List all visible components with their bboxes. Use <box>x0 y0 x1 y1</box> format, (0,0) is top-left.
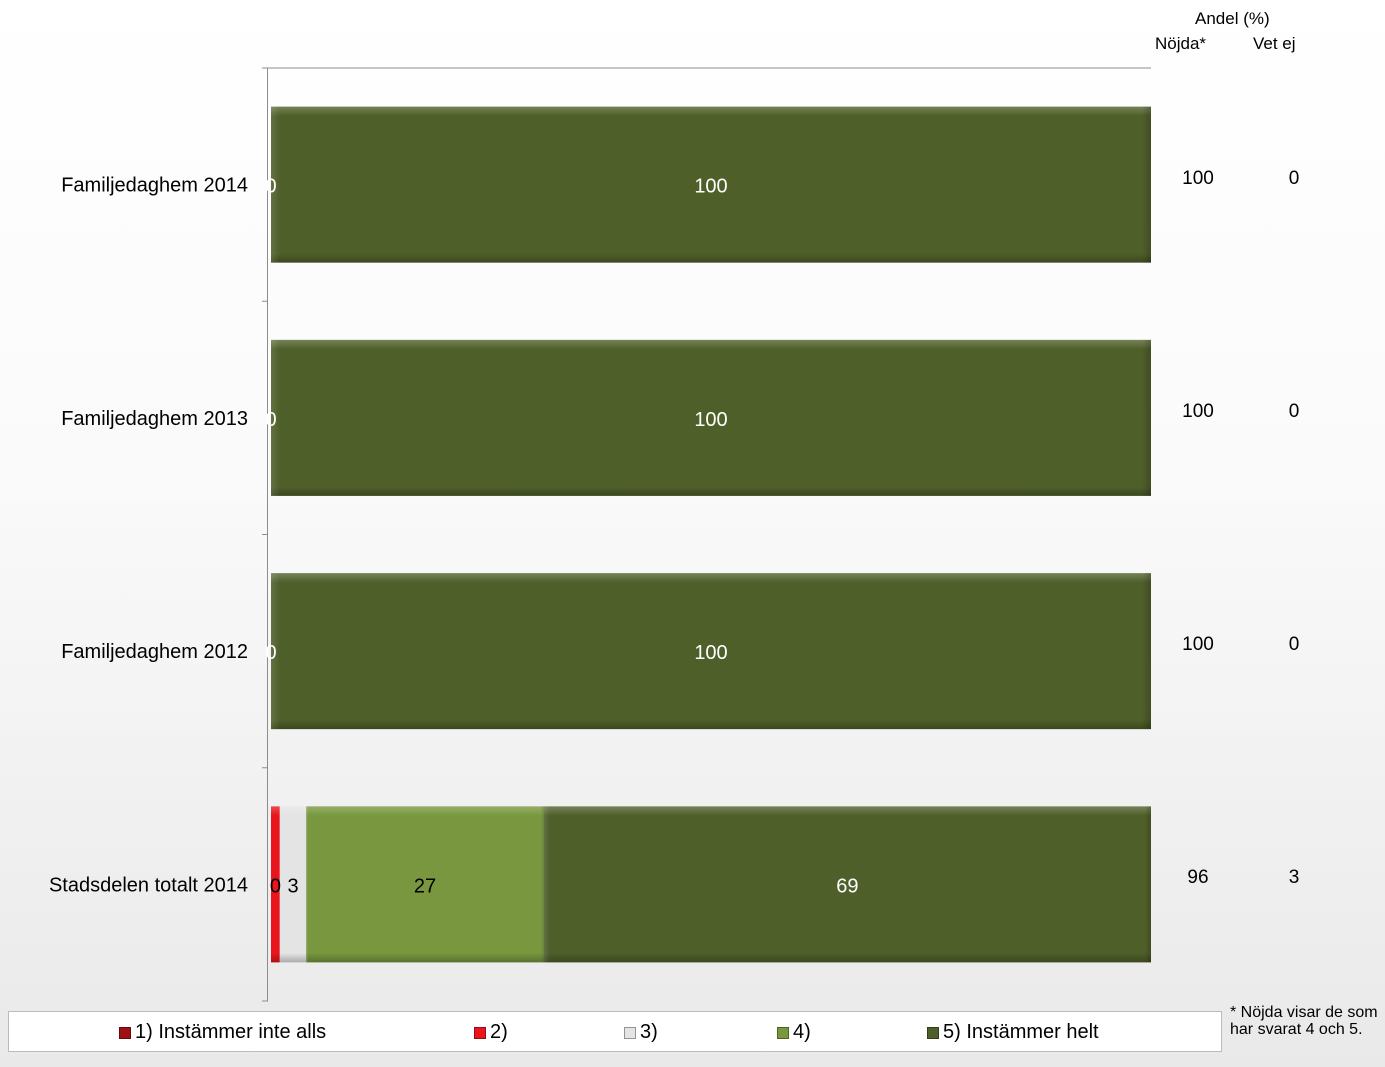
legend-swatch <box>624 1026 636 1039</box>
legend-label: 3) <box>640 1021 658 1043</box>
data-label: 0 <box>265 176 276 198</box>
data-label: 100 <box>694 642 727 664</box>
data-label: 100 <box>694 176 727 198</box>
bar-bevel <box>271 573 1151 730</box>
bar-bevel <box>271 806 280 963</box>
legend-swatch <box>777 1026 789 1039</box>
category-label: Stadsdelen totalt 2014 <box>49 874 248 896</box>
header-nojda: Nöjda* <box>1155 34 1207 53</box>
vet-ej-value: 0 <box>1288 400 1300 422</box>
bar-bevel <box>279 806 307 963</box>
data-label: 27 <box>414 875 436 897</box>
legend-label: 5) Instämmer helt <box>943 1021 1099 1043</box>
header-title: Andel (%) <box>1195 9 1270 28</box>
data-label: 3 <box>287 875 298 897</box>
legend-item: 5) Instämmer helt <box>927 1021 1099 1044</box>
nojda-value: 100 <box>1182 634 1214 656</box>
category-label: Familjedaghem 2012 <box>61 641 248 663</box>
legend-item: 4) <box>777 1021 811 1044</box>
bar-bevel <box>543 806 1151 963</box>
legend-swatch <box>474 1026 486 1039</box>
nojda-value: 96 <box>1187 867 1209 889</box>
footnote: * Nöjda visar de som har svarat 4 och 5. <box>1230 1004 1378 1038</box>
legend-label: 1) Instämmer inte alls <box>135 1021 327 1043</box>
vet-ej-value: 0 <box>1288 634 1300 656</box>
bar-bevel <box>271 106 1151 263</box>
data-label: 0 <box>265 642 276 664</box>
data-label: 0 <box>265 409 276 431</box>
legend-label: 4) <box>793 1021 811 1043</box>
legend-swatch <box>119 1026 131 1039</box>
category-label: Familjedaghem 2014 <box>61 175 248 197</box>
legend-label: 2) <box>490 1021 508 1043</box>
legend-item: 3) <box>624 1021 658 1044</box>
legend-swatch <box>927 1026 939 1039</box>
data-label: 0 <box>270 875 281 897</box>
header-vet-ej: Vet ej <box>1253 34 1296 53</box>
data-label: 100 <box>694 409 727 431</box>
nojda-value: 100 <box>1182 400 1214 422</box>
legend: 1) Instämmer inte alls 2) 3) 4) 5) Instämmer… <box>8 1011 1222 1052</box>
legend-item: 1) Instämmer inte alls <box>119 1021 326 1044</box>
bar-bevel <box>271 339 1151 496</box>
vet-ej-value: 0 <box>1288 167 1300 189</box>
category-label: Familjedaghem 2013 <box>61 408 248 430</box>
legend-item: 2) <box>474 1021 508 1044</box>
vet-ej-value: 3 <box>1288 867 1300 889</box>
nojda-value: 100 <box>1182 167 1214 189</box>
data-label: 69 <box>836 875 858 897</box>
bar-bevel <box>306 806 544 963</box>
